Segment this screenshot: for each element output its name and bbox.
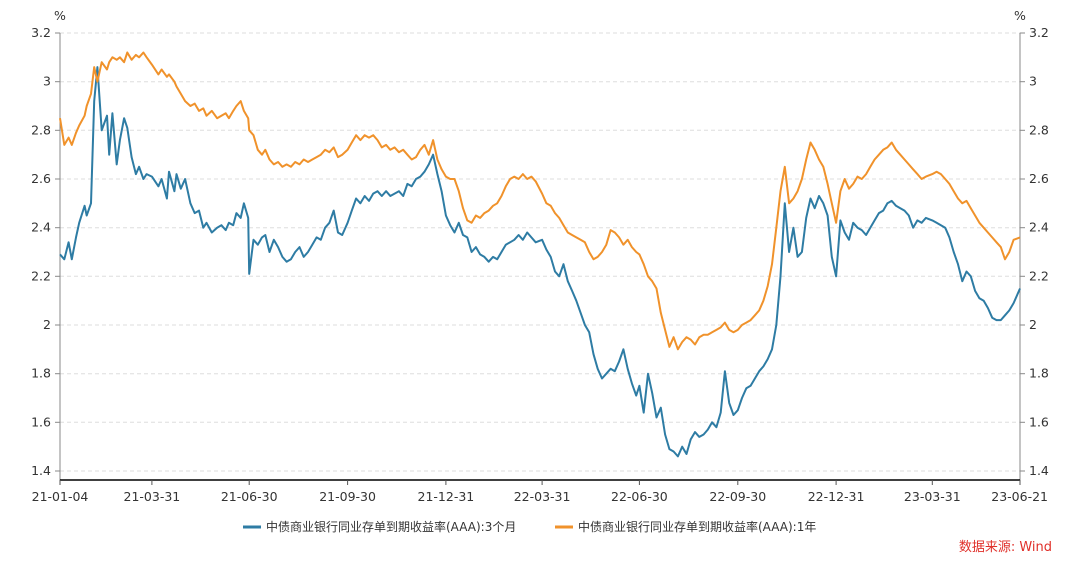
legend-label-3m: 中债商业银行同业存单到期收益率(AAA):3个月: [266, 519, 516, 534]
left-tick-label: 2.6: [31, 171, 51, 186]
series-line-1y: [59, 51, 1021, 351]
series-line-3m: [59, 66, 1021, 458]
left-tick-label: 1.8: [31, 366, 51, 381]
left-tick-label: 3: [43, 74, 51, 89]
legend: 中债商业银行同业存单到期收益率(AAA):3个月 中债商业银行同业存单到期收益率…: [243, 519, 816, 534]
data-source-label: 数据来源: Wind: [959, 540, 1052, 555]
x-tick-label: 21-01-04: [32, 489, 89, 504]
x-tick-label: 22-03-31: [514, 489, 571, 504]
left-tick-label: 2.4: [31, 220, 51, 235]
x-tick-label: 22-09-30: [709, 489, 766, 504]
x-tick-label: 21-12-31: [418, 489, 475, 504]
left-tick-label: 2.2: [31, 268, 51, 283]
left-tick-label: 2.8: [31, 122, 51, 137]
right-tick-label: 1.4: [1029, 463, 1049, 478]
right-tick-label: 2.2: [1029, 268, 1049, 283]
x-tick-label: 23-06-21: [991, 489, 1048, 504]
left-tick-label: 3.2: [31, 25, 51, 40]
left-tick-label: 1.6: [31, 414, 51, 429]
right-y-tick-labels: 1.4 1.6 1.8 2 2.2 2.4 2.6 2.8 3 3.2: [1020, 25, 1049, 478]
right-tick-label: 2.8: [1029, 122, 1049, 137]
right-unit-label: %: [1014, 8, 1026, 23]
right-tick-label: 2: [1029, 317, 1037, 332]
x-tick-label: 21-06-30: [221, 489, 278, 504]
x-tick-label: 21-09-30: [319, 489, 376, 504]
x-tick-label: 23-03-31: [904, 489, 961, 504]
right-tick-label: 3.2: [1029, 25, 1049, 40]
legend-label-1y: 中债商业银行同业存单到期收益率(AAA):1年: [578, 519, 816, 534]
right-tick-label: 2.6: [1029, 171, 1049, 186]
right-tick-label: 1.6: [1029, 414, 1049, 429]
left-tick-label: 2: [43, 317, 51, 332]
series-lines: [59, 51, 1021, 458]
right-tick-label: 3: [1029, 74, 1037, 89]
x-tick-label: 21-03-31: [124, 489, 181, 504]
x-tick-labels: 21-01-04 21-03-31 21-06-30 21-09-30 21-12-31…: [32, 480, 1048, 504]
x-tick-label: 22-06-30: [611, 489, 668, 504]
left-tick-label: 1.4: [31, 463, 51, 478]
x-tick-label: 22-12-31: [808, 489, 865, 504]
right-tick-label: 2.4: [1029, 220, 1049, 235]
left-y-tick-labels: 1.4 1.6 1.8 2 2.2 2.4 2.6 2.8 3 3.2: [31, 25, 60, 478]
right-tick-label: 1.8: [1029, 366, 1049, 381]
left-unit-label: %: [54, 8, 66, 23]
